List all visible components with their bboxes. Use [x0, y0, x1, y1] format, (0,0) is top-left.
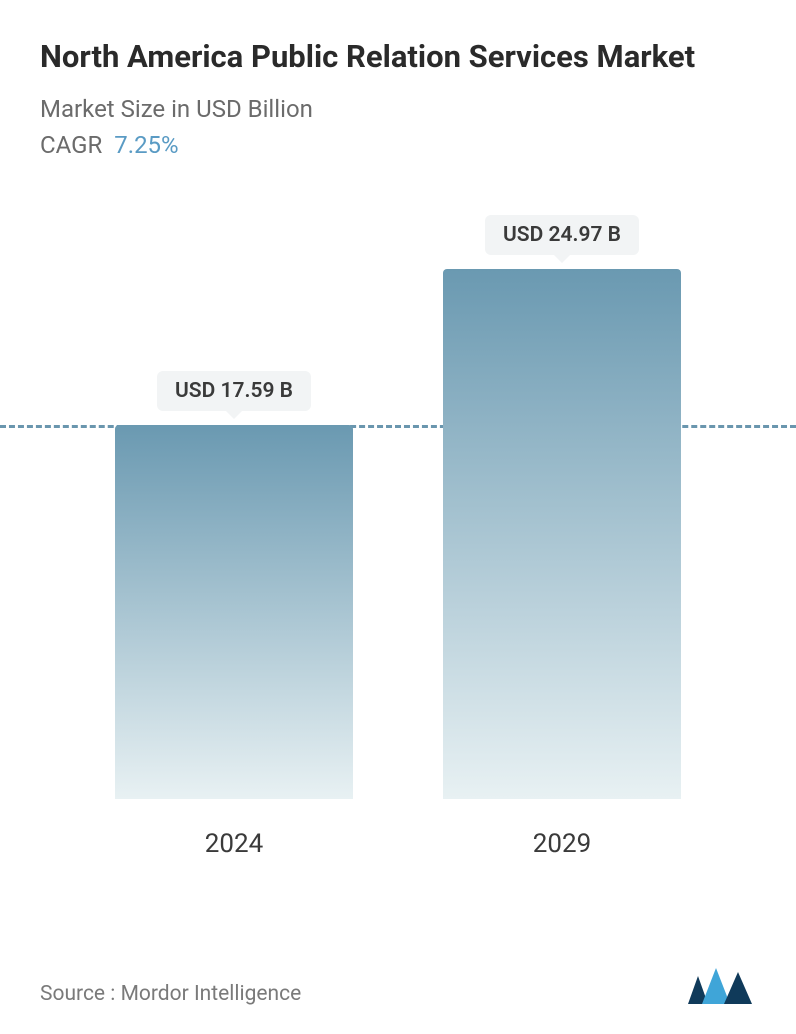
bar-group: USD 24.97 B — [443, 215, 681, 799]
bar — [115, 425, 353, 798]
cagr-line: CAGR 7.25% — [40, 131, 756, 159]
x-axis-labels: 2024 2029 — [40, 829, 756, 859]
bars-group: USD 17.59 BUSD 24.97 B — [40, 219, 756, 799]
logo-icon — [686, 966, 756, 1006]
cagr-label: CAGR — [40, 131, 102, 159]
brand-logo — [686, 966, 756, 1006]
value-pill: USD 24.97 B — [485, 215, 639, 255]
chart-area: USD 17.59 BUSD 24.97 B 20242029 — [40, 199, 756, 859]
cagr-value: 7.25% — [114, 131, 178, 159]
x-axis-label: 2024 — [115, 829, 353, 859]
chart-title: North America Public Relation Services M… — [40, 38, 756, 77]
source-text: Source : Mordor Intelligence — [40, 982, 301, 1006]
chart-container: North America Public Relation Services M… — [0, 0, 796, 1034]
chart-subtitle: Market Size in USD Billion — [40, 95, 756, 123]
bar-group: USD 17.59 B — [115, 371, 353, 798]
bar — [443, 269, 681, 799]
chart-footer: Source : Mordor Intelligence — [40, 966, 756, 1006]
value-pill: USD 17.59 B — [157, 371, 311, 411]
x-axis-label: 2029 — [443, 829, 681, 859]
